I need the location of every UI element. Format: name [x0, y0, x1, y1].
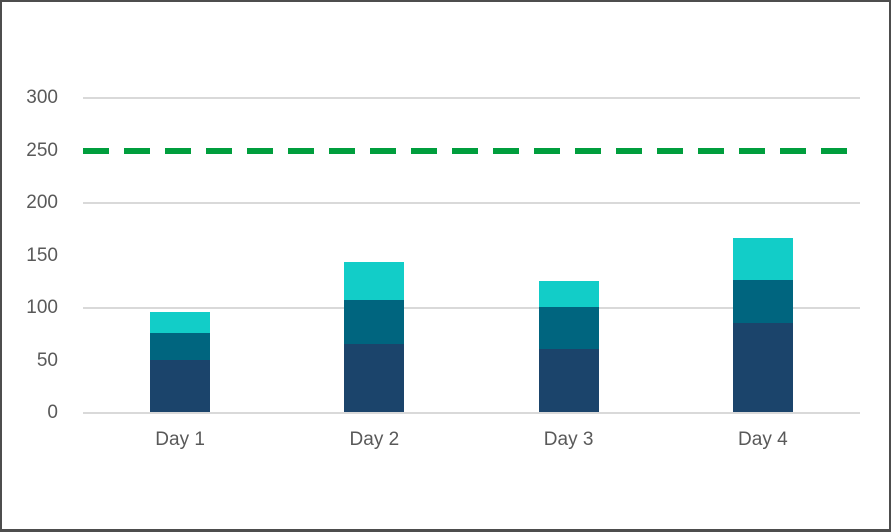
bar-segment-cyan-top-segment-day-4: [732, 237, 793, 280]
x-tick-label-day-4: Day 4: [738, 429, 788, 450]
bar-segment-teal-middle-segment-day-1: [150, 333, 211, 360]
bar-segment-teal-middle-segment-day-2: [344, 299, 405, 344]
y-tick-label-100: 100: [26, 297, 58, 318]
bar-segment-cyan-top-segment-day-1: [150, 312, 211, 334]
bar-segment-teal-middle-segment-day-4: [732, 279, 793, 323]
bar-segment-navy-bottom-segment-day-1: [150, 359, 211, 412]
y-tick-label-150: 150: [26, 244, 58, 266]
y-tick-label-250: 250: [26, 139, 58, 161]
bar-segment-navy-bottom-segment-day-2: [344, 343, 405, 412]
y-tick-label-0: 0: [47, 402, 58, 423]
y-tick-label-200: 200: [26, 192, 58, 213]
bar-segment-navy-bottom-segment-day-3: [538, 349, 599, 412]
x-tick-label-day-3: Day 3: [543, 429, 594, 450]
reference-line: [83, 147, 860, 154]
gridline-200: [83, 202, 860, 204]
y-tick-label-300: 300: [26, 87, 58, 108]
bar-segment-teal-middle-segment-day-3: [538, 307, 599, 349]
bar-segment-navy-bottom-segment-day-4: [732, 322, 793, 412]
gridline-0: [83, 412, 860, 414]
bar-segment-cyan-top-segment-day-3: [538, 280, 599, 307]
gridline-300: [83, 97, 860, 99]
y-tick-label-50: 50: [36, 349, 58, 371]
x-tick-label-day-2: Day 2: [349, 429, 400, 450]
gridline-100: [83, 307, 860, 309]
bar-segment-cyan-top-segment-day-2: [344, 261, 405, 300]
x-tick-label-day-1: Day 1: [155, 429, 205, 450]
